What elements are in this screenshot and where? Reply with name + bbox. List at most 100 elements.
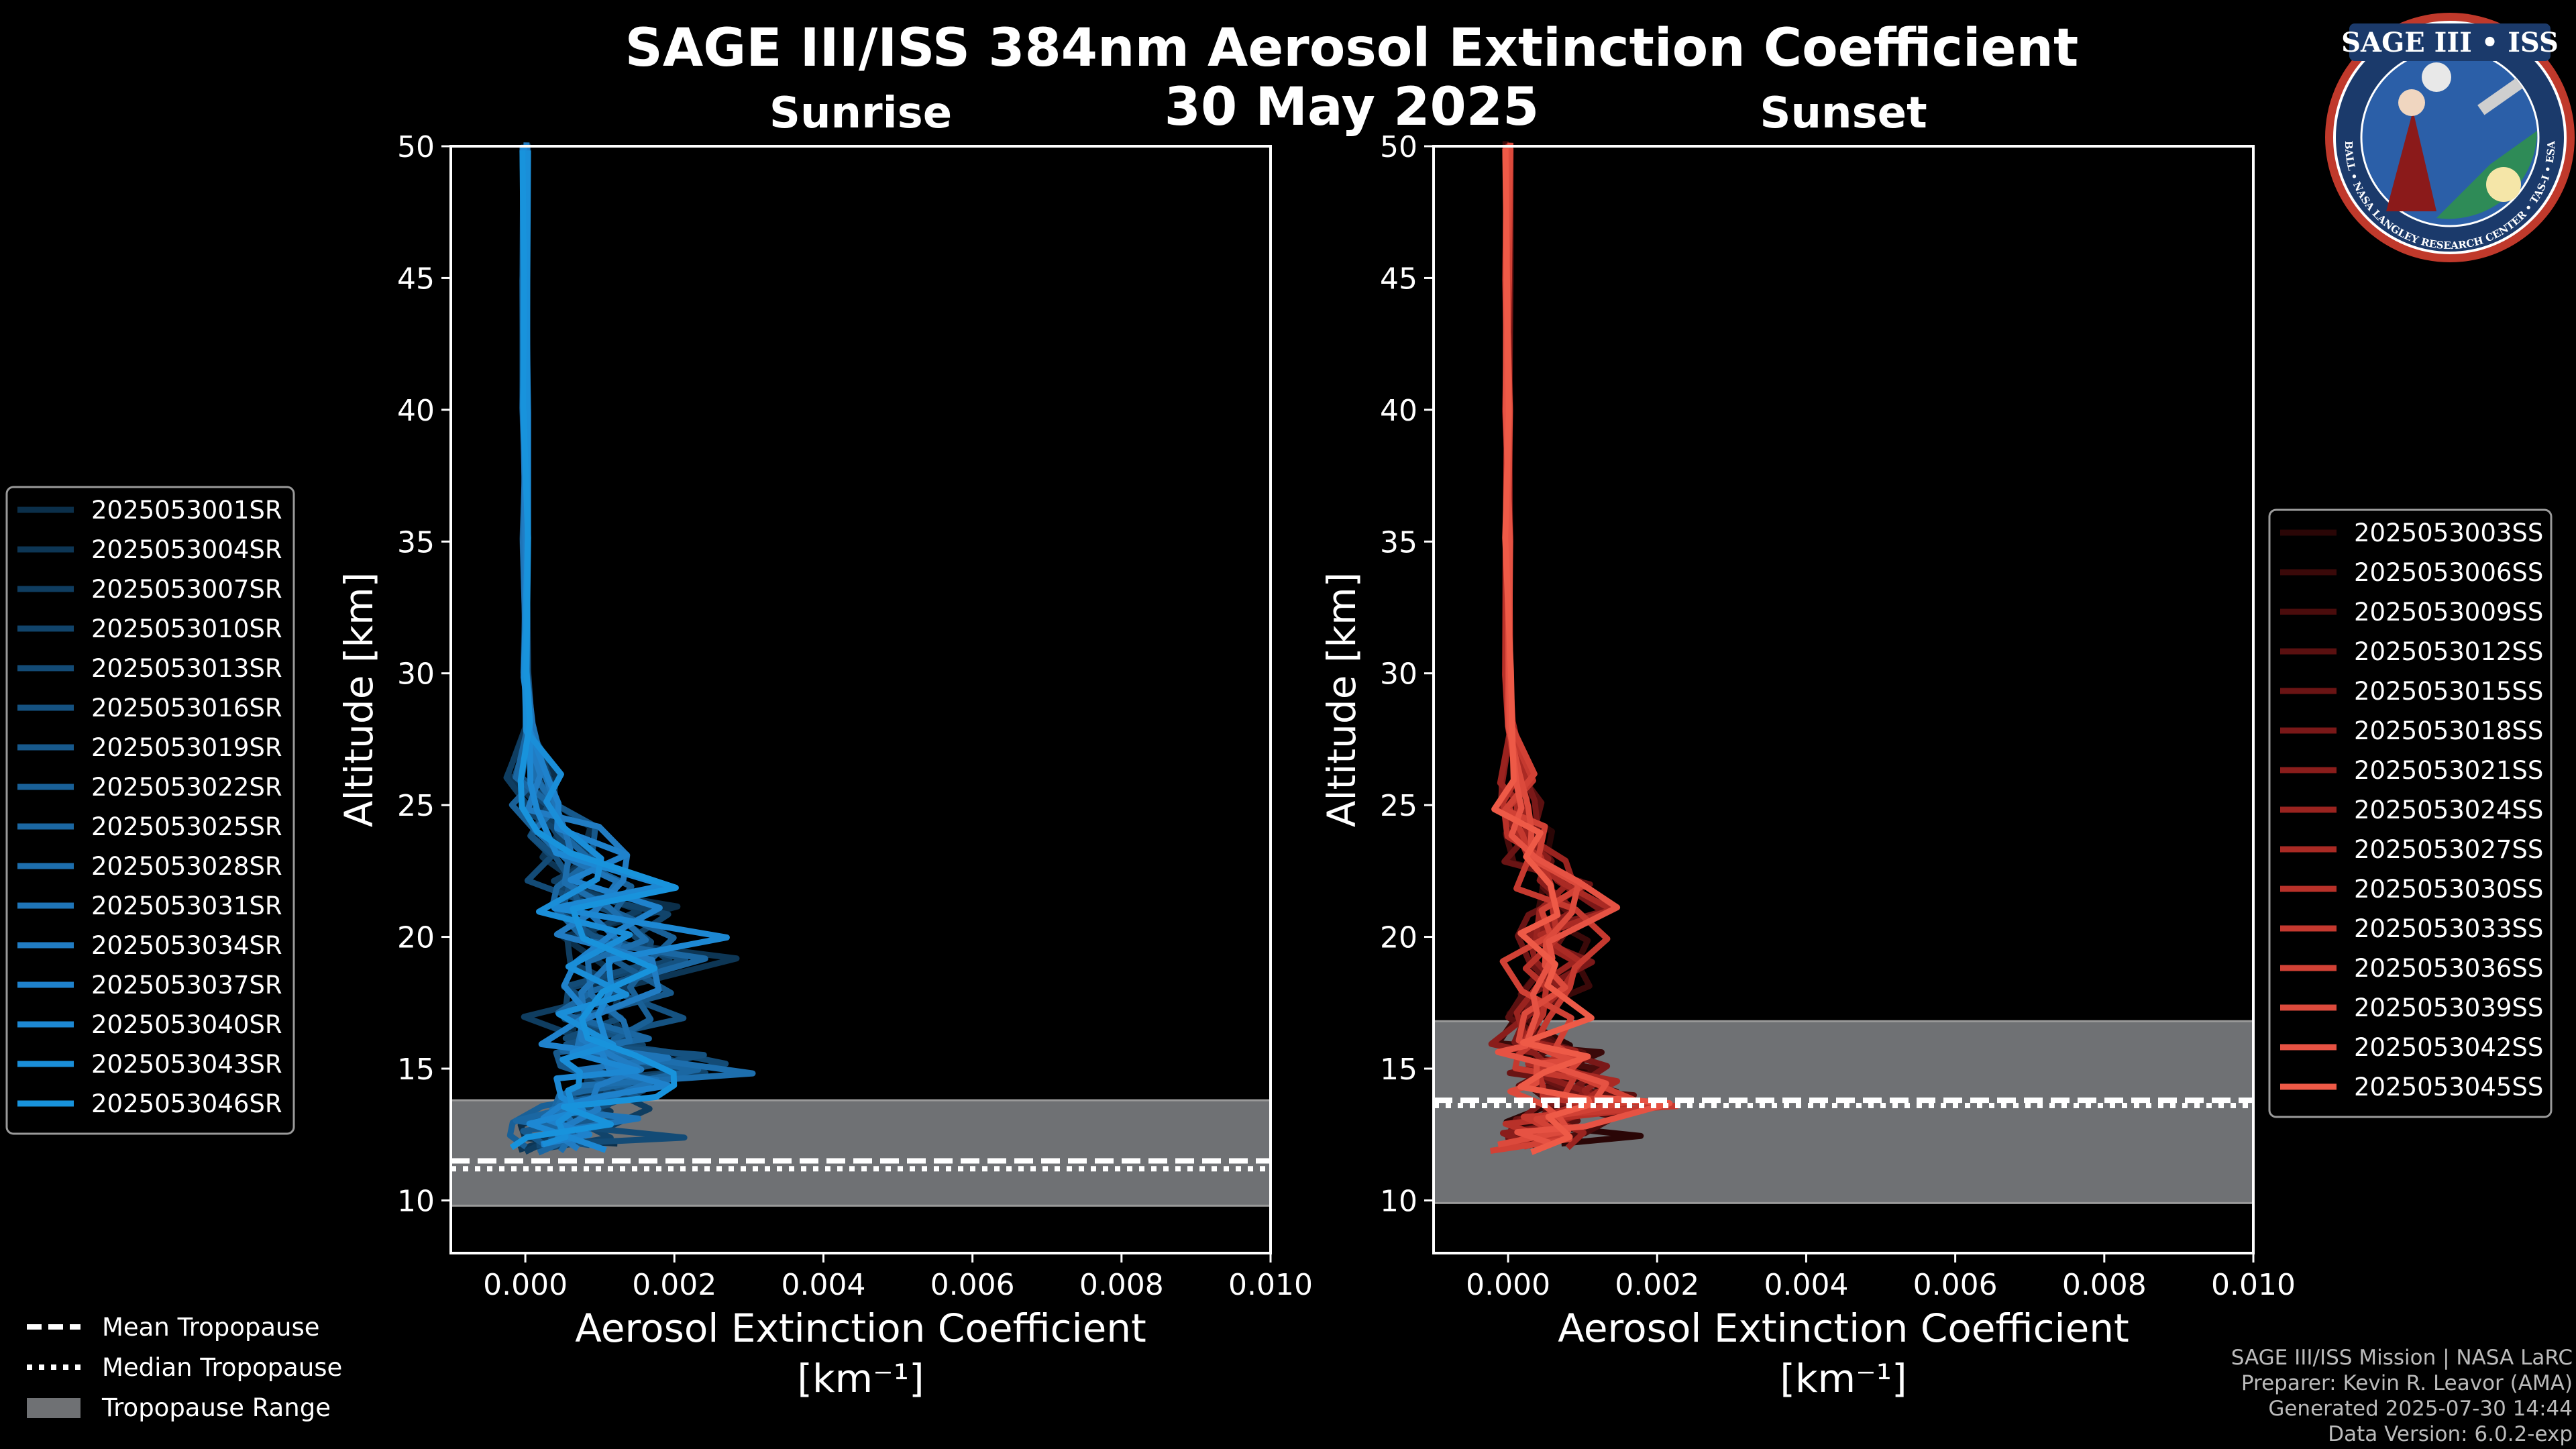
legend-label: 2025053028SR [91,852,282,881]
y-tick-label: 20 [397,921,435,955]
tropopause-range-swatch [27,1398,80,1418]
profile-line-2025053025SR [513,150,708,1156]
sage-iss-mission-logo: SAGE III • ISS BALL • NASA LANGLEY RESEA… [2325,13,2575,262]
x-tick-label: 0.010 [2211,1268,2296,1302]
y-tick-label: 25 [397,789,435,823]
x-tick-label: 0.004 [781,1268,865,1302]
legend-label: 2025053043SR [91,1050,282,1079]
legend-label: 2025053009SS [2354,598,2543,627]
legend-label: 2025053006SS [2354,558,2543,587]
y-tick-label: 45 [1380,262,1417,296]
legend-label: 2025053030SS [2354,875,2543,904]
y-tick-label: 35 [397,525,435,559]
figure-date: 30 May 2025 [1165,77,1540,138]
legend-label: 2025053010SR [91,614,282,643]
x-tick-label: 0.008 [1079,1268,1164,1302]
credit-mission: SAGE III/ISS Mission | NASA LaRC [2231,1346,2573,1370]
y-tick-label: 50 [397,130,435,164]
figure-title: SAGE III/ISS 384nm Aerosol Extinction Co… [625,18,2079,78]
y-tick-label: 35 [1380,525,1417,559]
legend-label: 2025053036SS [2354,954,2543,983]
x-tick-label: 0.004 [1764,1268,1848,1302]
y-tick-label: 15 [1380,1053,1417,1087]
sun-icon [2486,167,2521,202]
mean-tropopause-label: Mean Tropopause [102,1313,320,1342]
legend-label: 2025053018SS [2354,716,2543,745]
legend-label: 2025053022SR [91,773,282,802]
x-tick-label: 0.006 [930,1268,1015,1302]
profile-line-2025053040SR [521,144,730,1153]
legend-label: 2025053024SS [2354,796,2543,824]
y-tick-label: 40 [397,394,435,428]
y-tick-label: 40 [1380,394,1417,428]
legend-label: 2025053015SS [2354,677,2543,706]
x-tick-label: 0.008 [2062,1268,2147,1302]
legend-label: 2025053033SS [2354,914,2543,943]
credit-preparer: Preparer: Kevin R. Leavor (AMA) [2241,1371,2573,1395]
legend-label: 2025053031SR [91,892,282,920]
x-tick-label: 0.002 [632,1268,716,1302]
legend-label: 2025053039SS [2354,994,2543,1022]
legend-box [5,486,295,1135]
earth-icon [2436,131,2537,219]
legend-label: 2025053021SS [2354,756,2543,785]
y-tick-label: 10 [397,1184,435,1218]
credit-generated: Generated 2025-07-30 14:44 [2268,1397,2573,1421]
axes-frame [1432,145,2255,1254]
logo-title: SAGE III • ISS [2341,27,2559,58]
y-tick-label: 10 [1380,1184,1417,1218]
x-tick-label: 0.000 [483,1268,568,1302]
profile-line-2025053045SS [1491,148,1595,1155]
median-tropopause-label: Median Tropopause [102,1353,342,1382]
y-tick-label: 45 [397,262,435,296]
wizard-head-icon [2398,89,2425,116]
axes-frame [449,145,1272,1254]
y-tick-label: 30 [1380,657,1417,692]
y-tick-label: 25 [1380,789,1417,823]
sunrise-ylabel: Altitude [km] [336,572,382,827]
sunset-panel: 0.000 0.002 0.004 0.006 0.008 0.010 10 15 20 25 30… [1380,130,2296,1302]
profile-line-2025053046SR [509,150,679,1150]
legend-label: 2025053004SR [91,535,282,564]
legend-box [2268,508,2553,1118]
legend-label: 2025053040SR [91,1010,282,1039]
sunset-xlabel: Aerosol Extinction Coefficient [1558,1305,2129,1351]
legend-label: 2025053042SS [2354,1033,2543,1062]
credits: SAGE III/ISS Mission | NASA LaRC Prepare… [2231,1346,2573,1446]
wizard-figure-icon [2386,111,2436,211]
tropopause-legend: Mean Tropopause Median Tropopause Tropop… [27,1313,342,1422]
legend-label: 2025053045SS [2354,1073,2543,1102]
legend-label: 2025053012SS [2354,637,2543,666]
sunrise-legend: 2025053001SR 2025053004SR 2025053007SR 2025… [5,486,295,1135]
y-tick-label: 15 [397,1053,435,1087]
tropopause-range-label: Tropopause Range [101,1393,331,1422]
legend-label: 2025053037SR [91,971,282,1000]
panel-title-sunset: Sunset [1760,89,1927,138]
moon-icon [2422,62,2451,92]
legend-label: 2025053007SR [91,575,282,604]
sunset-legend: 2025053003SS 2025053006SS 2025053009SS 2025… [2268,508,2553,1118]
credit-data-version: Data Version: 6.0.2-exp [2328,1422,2573,1446]
legend-label: 2025053001SR [91,496,282,525]
sunrise-panel: 0.000 0.002 0.004 0.006 0.008 0.010 10 15 20 25 30… [397,130,1313,1302]
logo-title-banner [2349,23,2551,61]
legend-label: 2025053027SS [2354,835,2543,864]
sunrise-xunit: [km⁻¹] [797,1356,924,1401]
y-tick-label: 30 [397,657,435,692]
legend-label: 2025053034SR [91,931,282,960]
legend-label: 2025053003SS [2354,519,2543,547]
legend-label: 2025053016SR [91,694,282,722]
legend-label: 2025053019SR [91,733,282,762]
x-tick-label: 0.006 [1913,1268,1998,1302]
x-tick-label: 0.000 [1466,1268,1550,1302]
sunset-xunit: [km⁻¹] [1780,1356,1907,1401]
legend-label: 2025053025SR [91,812,282,841]
sunset-ylabel: Altitude [km] [1319,572,1364,827]
legend-label: 2025053046SR [91,1089,282,1118]
sunrise-xlabel: Aerosol Extinction Coefficient [575,1305,1146,1351]
x-tick-label: 0.002 [1615,1268,1699,1302]
panel-title-sunrise: Sunrise [769,89,952,138]
legend-label: 2025053013SR [91,654,282,683]
y-tick-label: 50 [1380,130,1417,164]
